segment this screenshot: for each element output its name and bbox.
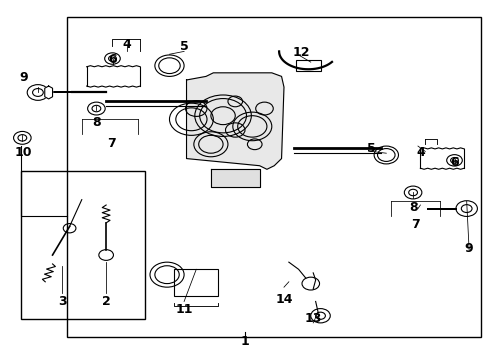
Polygon shape (187, 73, 284, 169)
Text: 2: 2 (102, 295, 111, 308)
Text: 9: 9 (19, 71, 27, 84)
Text: 7: 7 (411, 217, 420, 230)
Text: 12: 12 (292, 46, 310, 59)
Text: 5: 5 (368, 142, 376, 155)
Text: 9: 9 (465, 242, 473, 255)
Text: 4: 4 (416, 145, 425, 158)
Bar (174, 269, 218, 296)
Text: 6: 6 (450, 156, 459, 169)
Text: 6: 6 (108, 53, 117, 66)
Text: 11: 11 (175, 303, 193, 316)
Polygon shape (211, 169, 260, 187)
Text: 10: 10 (15, 146, 32, 159)
Polygon shape (45, 86, 52, 99)
Text: 1: 1 (241, 335, 249, 348)
Text: 5: 5 (180, 40, 189, 53)
Bar (296, 60, 320, 71)
Text: 4: 4 (122, 39, 131, 51)
Text: 7: 7 (107, 137, 115, 150)
Text: 14: 14 (275, 293, 293, 306)
Text: 3: 3 (58, 295, 67, 308)
Text: 8: 8 (92, 116, 101, 129)
Text: 13: 13 (304, 312, 322, 325)
Text: 8: 8 (409, 202, 417, 215)
